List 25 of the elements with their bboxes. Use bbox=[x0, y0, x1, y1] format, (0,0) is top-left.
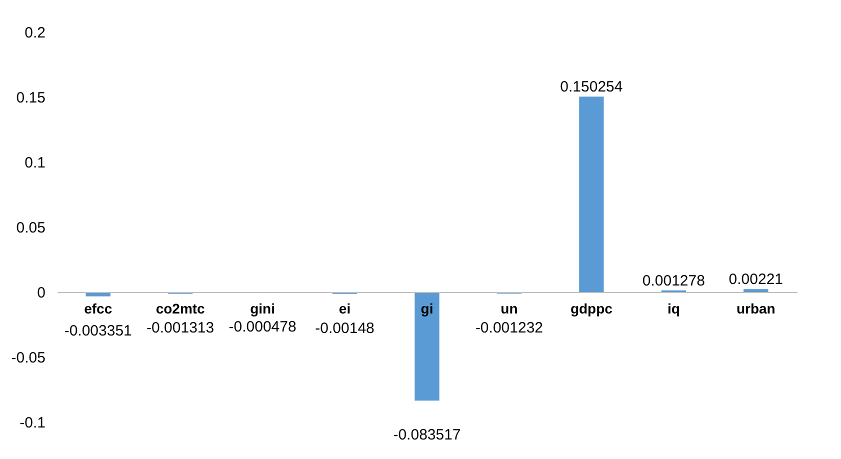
data-label: -0.001313 bbox=[146, 320, 214, 337]
data-label: -0.000478 bbox=[228, 318, 296, 336]
y-tick-label: 0 bbox=[37, 284, 46, 302]
x-tick-label: ei bbox=[338, 300, 351, 316]
data-label: -0.083517 bbox=[393, 426, 461, 444]
y-tick-label: 0.05 bbox=[16, 220, 46, 236]
data-label: -0.001232 bbox=[475, 320, 544, 337]
x-tick-label: un bbox=[500, 300, 518, 316]
y-tick-label: -0.05 bbox=[11, 350, 46, 366]
data-label: 0.150254 bbox=[560, 78, 623, 96]
y-tick-label: -0.1 bbox=[20, 414, 46, 432]
x-tick-label: gi bbox=[420, 300, 434, 316]
data-label: 0.00221 bbox=[728, 271, 784, 288]
x-tick-label: iq bbox=[667, 300, 680, 316]
y-tick-label: 0.15 bbox=[16, 90, 46, 106]
y-tick-label: 0.2 bbox=[24, 24, 46, 42]
data-label: 0.001278 bbox=[642, 272, 705, 290]
x-tick-label: gdppc bbox=[570, 300, 613, 316]
x-tick-label: co2mtc bbox=[156, 300, 206, 316]
data-label: -0.00148 bbox=[315, 320, 374, 337]
x-tick-label: efcc bbox=[84, 300, 112, 316]
data-label: -0.003351 bbox=[64, 322, 132, 340]
x-tick-label: gini bbox=[250, 300, 275, 316]
x-tick-label: urban bbox=[736, 300, 776, 316]
y-tick-label: 0.1 bbox=[24, 154, 46, 172]
